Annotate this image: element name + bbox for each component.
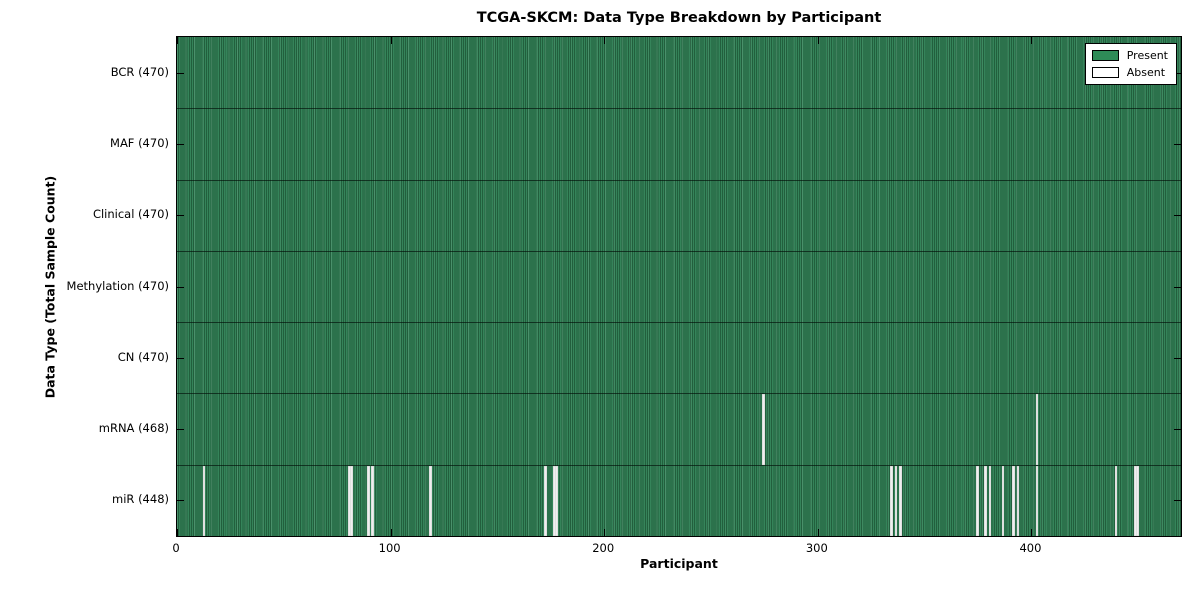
y-tick-right — [1174, 286, 1181, 288]
absent-gap-miR-338 — [899, 465, 902, 536]
absent-gap-miR-12 — [202, 465, 206, 536]
x-tick-label: 200 — [592, 541, 615, 555]
row-divider — [177, 179, 1181, 181]
chart-title: TCGA-SKCM: Data Type Breakdown by Partic… — [476, 10, 882, 26]
y-tick-right — [1174, 143, 1181, 145]
absent-gap-miR-378 — [984, 465, 988, 536]
y-tick-left — [177, 215, 184, 217]
absent-gap-miR-402 — [1035, 465, 1039, 536]
x-tick-top — [817, 37, 819, 44]
y-tick-label: Clinical (470) — [92, 207, 169, 222]
y-tick-left — [177, 357, 184, 359]
plot-area: Present Absent — [176, 36, 1182, 537]
x-tick-bottom — [177, 529, 178, 536]
absent-gap-miR-177 — [555, 465, 558, 536]
y-tick-label: Methylation (470) — [66, 278, 169, 293]
row-divider — [177, 322, 1181, 324]
absent-gap-miR-374 — [975, 465, 979, 536]
legend-absent-label: Absent — [1126, 66, 1166, 79]
absent-gap-miR-89 — [367, 465, 370, 536]
row-divider — [177, 108, 1181, 110]
absent-gap-miR-172 — [544, 465, 548, 536]
legend-item-present: Present — [1091, 49, 1168, 62]
y-tick-right — [1174, 72, 1181, 74]
legend-item-absent: Absent — [1091, 66, 1168, 79]
y-tick-right — [1174, 215, 1181, 217]
x-tick-label: 100 — [378, 541, 401, 555]
x-tick-bottom — [1031, 529, 1033, 536]
absent-gap-miR-386 — [1001, 465, 1005, 536]
absent-gap-mRNA-274 — [762, 394, 765, 465]
y-tick-left — [177, 143, 184, 145]
absent-gap-miR-439 — [1114, 465, 1118, 536]
row-divider — [177, 464, 1181, 466]
absent-gap-miR-91 — [371, 465, 374, 536]
x-axis-label: Participant — [640, 556, 718, 571]
legend: Present Absent — [1084, 43, 1177, 85]
absent-gap-miR-334 — [890, 465, 894, 536]
y-tick-left — [177, 286, 184, 288]
y-tick-right — [1174, 357, 1181, 359]
y-tick-right — [1174, 500, 1181, 502]
y-tick-right — [1174, 429, 1181, 431]
x-tick-label: 400 — [1019, 541, 1042, 555]
x-tick-top — [390, 37, 392, 44]
absent-gap-miR-81 — [350, 465, 353, 536]
x-tick-bottom — [817, 529, 819, 536]
y-tick-label: BCR (470) — [110, 64, 169, 79]
y-tick-left — [177, 500, 184, 502]
absent-gap-miR-380 — [988, 465, 992, 536]
legend-present-swatch — [1091, 50, 1119, 61]
legend-absent-swatch — [1091, 67, 1119, 78]
absent-gap-miR-449 — [1136, 465, 1139, 536]
x-tick-top — [177, 37, 178, 44]
absent-gap-miR-176 — [552, 465, 556, 536]
legend-present-label: Present — [1126, 49, 1168, 62]
x-tick-label: 300 — [805, 541, 828, 555]
x-tick-bottom — [604, 529, 606, 536]
row-divider — [177, 250, 1181, 252]
x-tick-label: 0 — [172, 541, 180, 555]
y-tick-left — [177, 72, 184, 74]
x-tick-top — [604, 37, 606, 44]
y-tick-label: MAF (470) — [110, 135, 169, 150]
absent-gap-miR-118 — [429, 465, 432, 536]
absent-gap-mRNA-402 — [1035, 394, 1039, 465]
absent-gap-miR-448 — [1134, 465, 1137, 536]
x-tick-top — [1031, 37, 1033, 44]
absent-gap-miR-336 — [894, 465, 898, 536]
row-divider — [177, 393, 1181, 395]
absent-gap-miR-80 — [347, 465, 351, 536]
y-tick-label: mRNA (468) — [98, 421, 169, 436]
y-tick-label: CN (470) — [117, 349, 169, 364]
x-tick-bottom — [390, 529, 392, 536]
y-tick-left — [177, 429, 184, 431]
absent-gap-miR-391 — [1012, 465, 1015, 536]
y-tick-label: miR (448) — [112, 492, 169, 507]
absent-gap-miR-393 — [1016, 465, 1020, 536]
